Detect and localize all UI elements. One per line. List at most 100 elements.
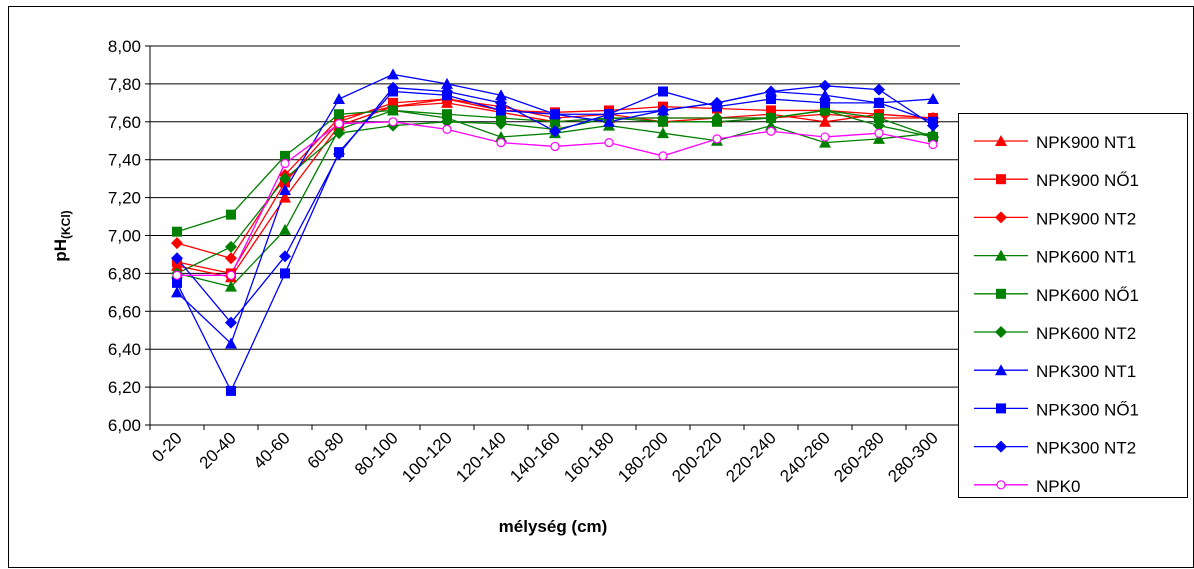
marker [658,86,668,97]
marker [442,109,452,120]
marker [441,115,453,128]
legend-marker [995,211,1007,224]
marker [820,132,830,142]
marker [388,117,398,127]
marker [712,134,722,144]
marker [226,209,236,220]
marker [819,115,831,127]
marker [172,270,182,280]
marker [441,77,453,89]
marker [766,126,776,136]
marker [603,115,615,127]
marker [172,226,182,237]
marker [819,79,831,92]
marker [225,316,237,329]
y-tick-label: 7,60 [108,113,141,132]
marker [928,139,938,150]
marker [873,83,885,96]
legend-marker [995,249,1007,261]
marker [225,337,237,349]
y-tick-label: 8,00 [108,37,141,56]
marker [280,150,290,161]
y-axis-title: pH(KCl) [51,210,73,261]
marker [765,112,777,125]
legend-label: NPK900 NT2 [1036,209,1136,228]
marker [819,89,831,101]
marker [496,138,506,148]
legend-label: NPK300 NŐ1 [1036,400,1139,419]
legend-label: NPK300 NT1 [1036,362,1136,381]
marker [765,85,777,98]
legend-marker [996,480,1006,490]
y-tick-label: 7,40 [108,151,141,170]
legend-marker [995,364,1007,376]
y-tick-label: 6,40 [108,340,141,359]
marker [279,191,291,203]
legend-label: NPK900 NT1 [1036,133,1136,152]
legend-label: NPK600 NT2 [1036,324,1136,343]
marker [819,136,831,148]
marker [873,119,885,132]
marker [874,97,884,108]
y-tick-label: 7,20 [108,189,141,208]
marker [658,151,668,161]
marker [711,112,723,125]
marker [387,68,399,80]
marker [874,128,884,138]
y-tick-label: 6,60 [108,302,141,321]
marker [657,104,669,117]
marker [711,96,723,109]
marker [280,158,290,169]
legend-label: NPK600 NT1 [1036,248,1136,267]
marker [496,105,506,116]
marker [279,223,291,235]
marker [226,270,236,280]
marker [441,85,453,98]
legend-marker [995,326,1007,338]
y-tick-label: 7,00 [108,227,141,246]
legend-label: NPK600 NŐ1 [1036,286,1139,305]
marker [333,148,345,161]
legend-marker [996,288,1006,299]
legend-marker [996,403,1006,414]
y-tick-label: 7,80 [108,75,141,94]
marker [333,127,345,140]
marker [603,108,615,121]
marker [549,125,561,138]
marker [495,117,507,130]
legend-marker [995,135,1007,146]
marker [550,109,560,120]
marker [334,119,344,129]
marker [927,130,939,143]
x-axis-title: mélység (cm) [499,517,608,536]
y-tick-label: 6,80 [108,264,141,283]
marker [279,184,291,196]
legend-marker [996,174,1006,185]
marker [334,109,344,120]
marker [387,81,399,94]
marker [225,280,237,292]
marker [550,141,560,152]
marker [604,138,614,148]
marker [172,277,182,288]
marker [820,97,830,108]
marker [657,127,669,139]
marker [171,286,183,298]
y-axis-title-sub: (KCl) [59,210,73,239]
y-tick-label: 6,20 [108,378,141,397]
y-axis-title-main: pH [51,239,70,262]
marker [766,105,776,116]
marker [388,105,398,116]
legend-label: NPK0 [1036,477,1080,496]
marker [495,96,507,109]
legend-label: NPK300 NT2 [1036,439,1136,458]
marker [766,94,776,105]
marker [171,237,183,250]
marker [279,172,291,185]
marker [495,89,507,101]
y-tick-label: 6,00 [108,416,141,435]
marker [171,252,183,265]
marker [225,252,237,265]
marker [550,116,560,127]
